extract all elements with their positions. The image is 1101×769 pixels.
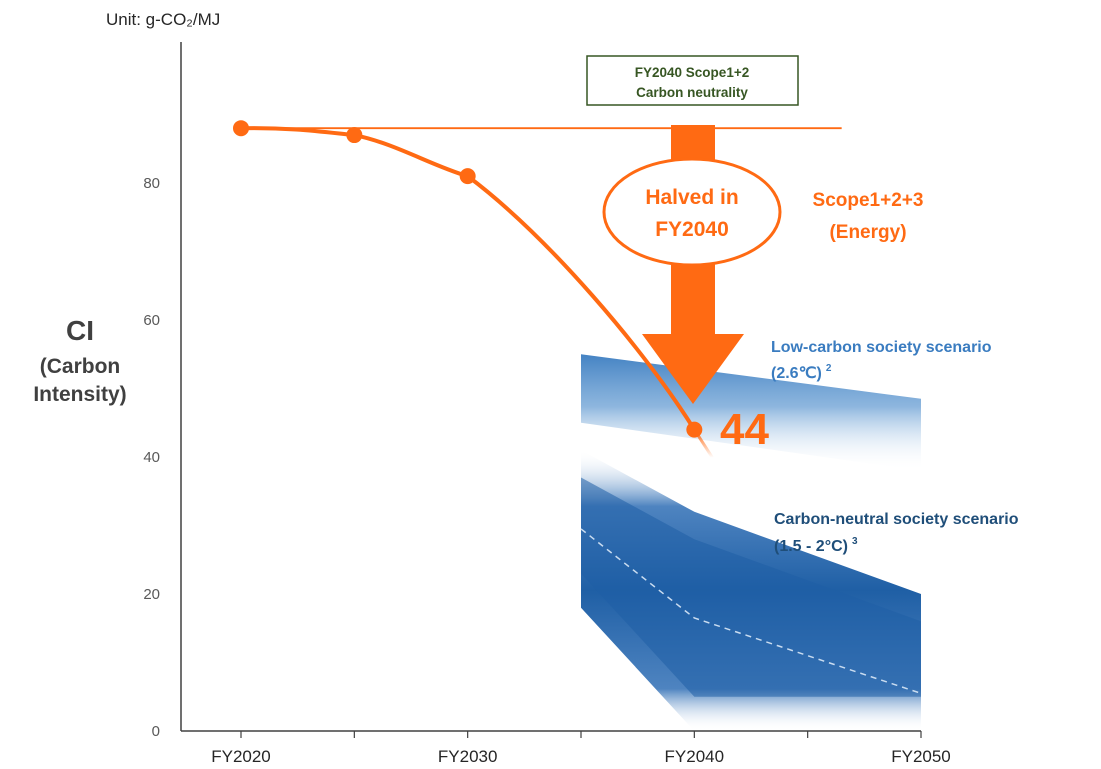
unit-label: Unit: g-CO₂/MJ [106, 10, 220, 29]
y-tick-label: 80 [143, 175, 160, 192]
low-carbon-label-line1: Low-carbon society scenario [771, 339, 992, 356]
carbon-neutral-label-line2: (1.5 - 2°C) 3 [774, 536, 858, 555]
low-carbon-label-line2: (2.6℃) 2 [771, 363, 832, 382]
box-label-line1: FY2040 Scope1+2 [635, 65, 749, 80]
carbon-neutral-band-core [581, 477, 921, 697]
halved-label-line2: FY2040 [655, 218, 729, 241]
carbon-neutral-label-text: (1.5 - 2°C) [774, 538, 848, 555]
series-line-scope123 [240, 126, 697, 431]
scope-label-line1: Scope1+2+3 [813, 190, 924, 211]
low-carbon-footnote: 2 [826, 363, 832, 374]
series-point [346, 127, 363, 144]
ci-sub-label-1: (Carbon [40, 355, 121, 378]
carbon-neutral-label-line1: Carbon-neutral society scenario [774, 511, 1019, 528]
low-carbon-band [581, 354, 921, 471]
value-label-44: 44 [720, 405, 769, 454]
carbon-neutral-footnote: 3 [852, 536, 858, 547]
y-tick-label: 40 [143, 449, 160, 466]
x-tick-label: FY2040 [665, 747, 725, 766]
y-tick-label: 0 [152, 723, 160, 740]
series-point [459, 168, 476, 185]
carbon-neutrality-box [586, 55, 799, 106]
y-tick-label: 60 [143, 312, 160, 329]
y-tick-label: 20 [143, 586, 160, 603]
x-tick-label: FY2020 [211, 747, 271, 766]
halved-ellipse [602, 157, 782, 267]
low-carbon-label-text: (2.6℃) [771, 365, 822, 382]
box-label-line2: Carbon neutrality [636, 85, 748, 100]
halved-label-line1: Halved in [645, 186, 738, 209]
x-tick-label: FY2030 [438, 747, 498, 766]
scope-label-line2: (Energy) [829, 222, 906, 243]
series-point [233, 120, 249, 137]
x-tick-label: FY2050 [891, 747, 951, 766]
series-point [686, 421, 703, 438]
ci-label: CI [66, 315, 94, 346]
carbon-neutral-median-line [580, 528, 922, 695]
ci-sub-label-2: Intensity) [33, 383, 126, 406]
